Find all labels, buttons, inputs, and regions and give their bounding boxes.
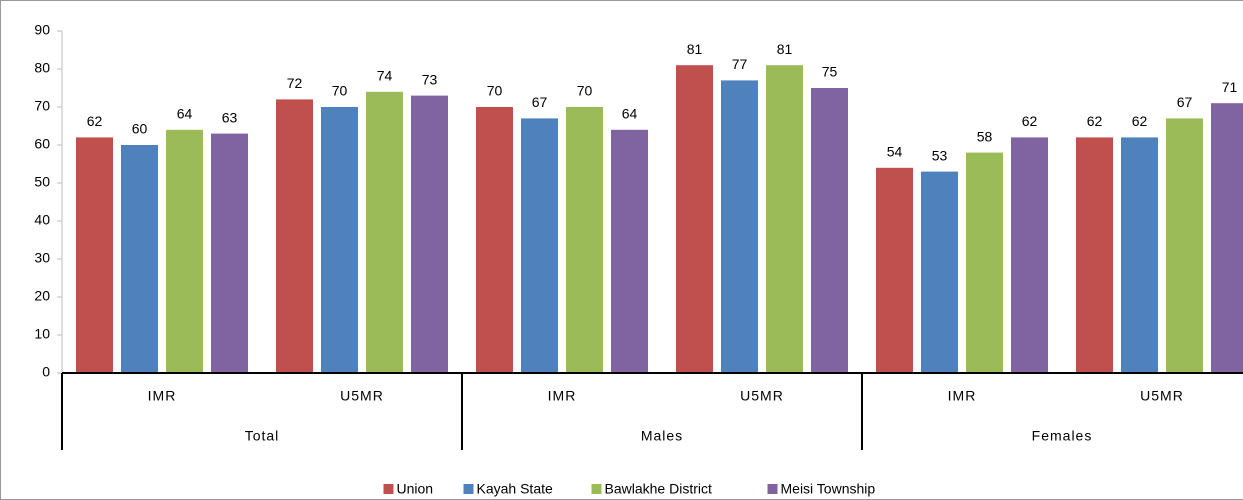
y-tick-label: 80 xyxy=(34,60,50,76)
bar xyxy=(121,145,158,373)
data-label: 74 xyxy=(377,68,393,84)
y-tick-label: 40 xyxy=(34,212,50,228)
data-label: 81 xyxy=(777,41,793,57)
data-label: 53 xyxy=(932,147,948,163)
bar xyxy=(366,91,403,374)
bar xyxy=(166,129,203,373)
data-label: 75 xyxy=(822,64,838,80)
y-tick-label: 10 xyxy=(34,326,50,342)
x-tick-label: IMR xyxy=(948,388,977,404)
legend-swatch xyxy=(767,484,778,494)
data-label: 62 xyxy=(1087,113,1103,129)
bar xyxy=(476,107,513,373)
data-label: 67 xyxy=(532,94,548,110)
legend-label: Bawlakhe District xyxy=(605,481,712,497)
group-label: Males xyxy=(641,428,683,444)
x-tick-label: U5MR xyxy=(1140,388,1184,404)
data-label: 62 xyxy=(1132,113,1148,129)
bar xyxy=(766,65,803,373)
data-label: 70 xyxy=(487,83,503,99)
data-label: 62 xyxy=(87,113,103,129)
legend-label: Kayah State xyxy=(477,481,553,497)
y-tick-label: 50 xyxy=(34,174,50,190)
data-label: 71 xyxy=(1222,79,1238,95)
legend-label: Union xyxy=(397,481,434,497)
bar xyxy=(611,129,648,373)
data-label: 67 xyxy=(1177,94,1193,110)
bar xyxy=(211,133,248,373)
data-label: 62 xyxy=(1022,113,1038,129)
bar xyxy=(566,107,603,373)
y-tick-label: 0 xyxy=(42,364,50,380)
y-tick-label: 90 xyxy=(34,22,50,38)
bar xyxy=(76,137,113,373)
bar xyxy=(1166,118,1203,374)
legend-swatch xyxy=(591,484,602,494)
bar xyxy=(921,171,958,373)
data-label: 60 xyxy=(132,121,148,137)
y-tick-label: 30 xyxy=(34,250,50,266)
legend-label: Meisi Township xyxy=(781,481,876,497)
data-label: 81 xyxy=(687,41,703,57)
data-label: 72 xyxy=(287,75,303,91)
bar xyxy=(321,107,358,373)
data-label: 64 xyxy=(177,106,193,122)
y-tick-label: 60 xyxy=(34,136,50,152)
data-label: 70 xyxy=(577,83,593,99)
bar xyxy=(811,88,848,373)
group-label: Total xyxy=(245,428,280,444)
bar xyxy=(1011,137,1048,373)
y-tick-label: 70 xyxy=(34,98,50,114)
data-label: 73 xyxy=(422,71,438,87)
x-tick-label: U5MR xyxy=(340,388,384,404)
bar xyxy=(521,118,558,374)
data-label: 54 xyxy=(887,144,903,160)
bar xyxy=(966,152,1003,373)
data-label: 58 xyxy=(977,128,993,144)
legend-swatch xyxy=(383,484,394,494)
x-tick-label: IMR xyxy=(148,388,177,404)
data-label: 63 xyxy=(222,109,238,125)
bar xyxy=(1211,103,1243,373)
bar xyxy=(876,167,913,373)
bar xyxy=(1076,137,1113,373)
data-label: 64 xyxy=(622,106,638,122)
bar xyxy=(276,99,313,374)
data-label: 70 xyxy=(332,83,348,99)
group-label: Females xyxy=(1032,428,1093,444)
bar xyxy=(721,80,758,374)
bar xyxy=(1121,137,1158,373)
legend-swatch xyxy=(463,484,474,494)
x-tick-label: U5MR xyxy=(740,388,784,404)
x-tick-label: IMR xyxy=(548,388,577,404)
data-label: 77 xyxy=(732,56,748,72)
y-tick-label: 20 xyxy=(34,288,50,304)
bar xyxy=(676,65,713,373)
bar xyxy=(411,95,448,373)
